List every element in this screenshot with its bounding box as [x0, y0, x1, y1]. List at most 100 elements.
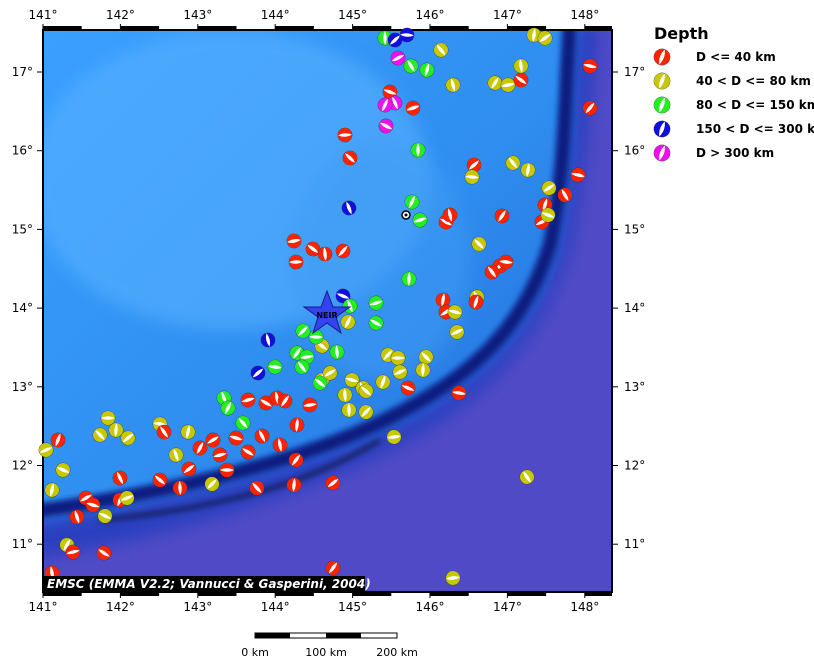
focal-quadrant [295, 361, 307, 374]
focal-quadrant [298, 326, 310, 338]
focal-quadrant [465, 170, 479, 178]
focal-quadrant [300, 350, 314, 359]
focal-mechanism [305, 241, 321, 257]
focal-quadrant [169, 448, 179, 462]
focal-mechanism [375, 374, 391, 390]
focal-mechanism [403, 58, 419, 74]
focal-quadrant [450, 325, 464, 335]
focal-quadrant [56, 467, 70, 477]
focal-quadrant [387, 430, 401, 438]
focal-quadrant [541, 212, 555, 222]
focal-mechanism [513, 72, 529, 88]
focal-quadrant [306, 244, 319, 256]
focal-mechanism [249, 480, 265, 496]
focal-quadrant [327, 478, 340, 490]
focal-mechanism [219, 462, 235, 478]
focal-quadrant [538, 31, 551, 43]
focal-quadrant [205, 477, 217, 490]
focal-quadrant [520, 59, 528, 73]
x-tick-label: 148° [570, 600, 599, 614]
focal-quadrant [543, 184, 556, 195]
focal-quadrant [451, 78, 460, 92]
focal-quadrant [278, 394, 290, 407]
focal-quadrant [342, 201, 352, 215]
focal-quadrant [526, 163, 535, 177]
focal-quadrant [654, 145, 665, 161]
focal-quadrant [487, 265, 499, 278]
focal-mechanism [329, 344, 345, 360]
focal-mechanism [322, 365, 338, 381]
focal-mechanism [120, 430, 136, 446]
focal-quadrant [345, 378, 359, 387]
focal-quadrant [659, 121, 670, 137]
focal-quadrant [303, 398, 317, 406]
focal-mechanism [487, 75, 503, 91]
focal-mechanism [449, 324, 465, 340]
focal-quadrant [238, 416, 250, 429]
focal-quadrant [221, 401, 232, 415]
focal-quadrant [391, 357, 405, 365]
focal-quadrant [360, 384, 373, 396]
focal-quadrant [193, 441, 204, 455]
focal-quadrant [391, 54, 405, 65]
focal-mechanism [412, 212, 428, 228]
focal-quadrant [441, 293, 450, 307]
focal-quadrant [439, 305, 452, 316]
focal-quadrant [121, 431, 134, 443]
focal-quadrant [434, 44, 446, 57]
focal-mechanism [410, 142, 426, 158]
focal-quadrant [369, 319, 383, 330]
focal-quadrant [98, 513, 112, 523]
focal-mechanism [302, 397, 318, 413]
focal-quadrant [196, 441, 207, 455]
focal-quadrant [229, 436, 243, 445]
focal-quadrant [206, 433, 220, 444]
focal-quadrant [499, 261, 513, 269]
focal-quadrant [421, 350, 433, 363]
focal-quadrant [236, 417, 248, 430]
frame-band [43, 592, 82, 596]
focal-mechanism [286, 477, 302, 493]
focal-mechanism [100, 410, 116, 426]
focal-quadrant [407, 59, 418, 73]
x-tick-label: 146° [416, 600, 445, 614]
focal-quadrant [348, 403, 356, 417]
focal-mechanism [484, 264, 500, 280]
y-tick-label: 17° [624, 65, 645, 79]
focal-quadrant [60, 538, 71, 552]
focal-quadrant [515, 73, 528, 85]
focal-mechanism [288, 452, 304, 468]
focal-mechanism [152, 472, 168, 488]
focal-quadrant [422, 363, 430, 377]
focal-mechanism [172, 480, 188, 496]
focal-quadrant [359, 405, 371, 418]
focal-mechanism [377, 97, 393, 113]
focal-mechanism [537, 30, 553, 46]
frame-band [430, 592, 469, 596]
focal-quadrant [113, 471, 124, 485]
graticule: 141° 141° 142° 142° 143° 143° 144° 144° 145° 145°… [12, 8, 646, 614]
focal-mechanism [368, 295, 384, 311]
focal-mechanism [404, 194, 420, 210]
focal-quadrant [328, 562, 340, 575]
focal-mechanism [342, 150, 358, 166]
focal-quadrant [268, 360, 282, 368]
focal-quadrant [542, 181, 555, 192]
x-tick-label: 147° [493, 8, 522, 22]
focal-quadrant [523, 470, 534, 483]
focal-quadrant [469, 295, 479, 309]
frame-band [507, 26, 547, 30]
focal-mechanism [240, 392, 256, 408]
focal-quadrant [405, 195, 415, 209]
focal-mechanism [400, 380, 416, 396]
focal-mechanism [471, 236, 487, 252]
focal-quadrant [115, 423, 123, 437]
focal-quadrant [571, 168, 585, 177]
focal-mechanism [288, 254, 304, 270]
focal-quadrant [344, 315, 355, 329]
focal-quadrant [173, 448, 183, 462]
focal-quadrant [338, 128, 352, 136]
focal-quadrant [268, 366, 282, 374]
focal-quadrant [313, 378, 326, 390]
